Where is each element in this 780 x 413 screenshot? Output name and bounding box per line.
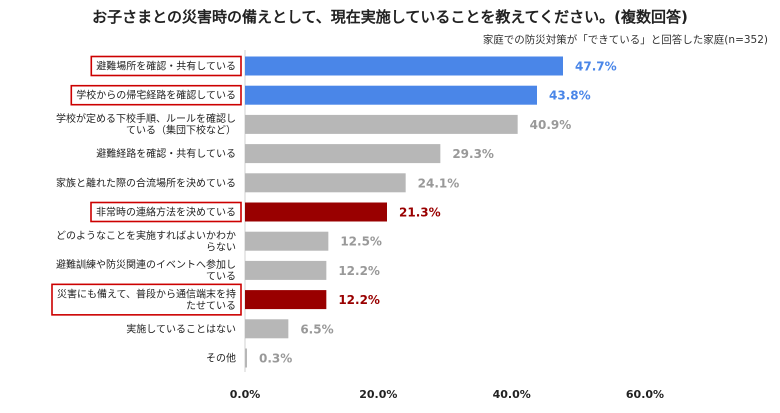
bar-7 [245,260,327,280]
bar-value-label-7: 12.2% [338,264,380,278]
x-tick-label-2: 40.0% [493,388,531,401]
bar-value-label-3: 29.3% [452,147,494,161]
bar-value-label-6: 12.5% [340,235,382,249]
bar-value-label-2: 40.9% [530,118,572,132]
bar-value-label-9: 6.5% [300,322,333,336]
category-highlight-box-5 [90,201,242,223]
bar-6 [245,231,329,251]
category-highlight-box-8 [51,283,242,316]
category-highlight-box-1 [70,84,242,106]
category-label-5: 非常時の連絡方法を決めている [96,206,236,219]
bar-2 [245,114,518,134]
x-tick-label-0: 0.0% [230,388,261,401]
bar-value-label-1: 43.8% [549,89,591,103]
category-label-2: 学校が定める下校手順、ルールを確認している（集団下校など） [56,112,236,136]
category-label-9: 実施していることはない [126,322,236,335]
bar-5 [245,202,387,222]
chart-subtitle: 家庭での防災対策が「できている」と回答した家庭(n=352) [482,34,768,46]
bar-1 [245,85,537,105]
x-tick-label-3: 60.0% [626,388,664,401]
category-label-1: 学校からの帰宅経路を確認している [76,89,236,102]
bar-0 [245,56,563,76]
bar-value-label-10: 0.3% [259,352,292,366]
bar-10 [245,348,247,368]
x-tick-label-1: 20.0% [359,388,397,401]
category-label-7: 避難訓練や防災関連のイベントへ参加している [56,258,236,283]
category-label-4: 家族と離れた際の合流場所を決めている [56,176,236,189]
bar-4 [245,173,406,193]
bar-9 [245,319,289,339]
category-label-3: 避難経路を確認・共有している [96,147,236,160]
category-label-8: 災害にも備えて、普段から通信端末を持たせている [57,287,236,312]
category-label-0: 避難場所を確認・共有している [96,60,236,73]
bar-8 [245,290,327,310]
chart-title: お子さまとの災害時の備えとして、現在実施していることを教えてください。(複数回答… [92,8,688,26]
bar-value-label-0: 47.7% [575,60,617,74]
bar-value-label-8: 12.2% [338,293,380,307]
bar-value-label-5: 21.3% [399,206,441,220]
bar-3 [245,144,441,164]
category-label-6: どのようなことを実施すればよいかわからない [56,229,236,254]
category-label-10: その他 [206,352,236,365]
category-highlight-box-0 [90,55,242,77]
bar-value-label-4: 24.1% [418,176,460,190]
